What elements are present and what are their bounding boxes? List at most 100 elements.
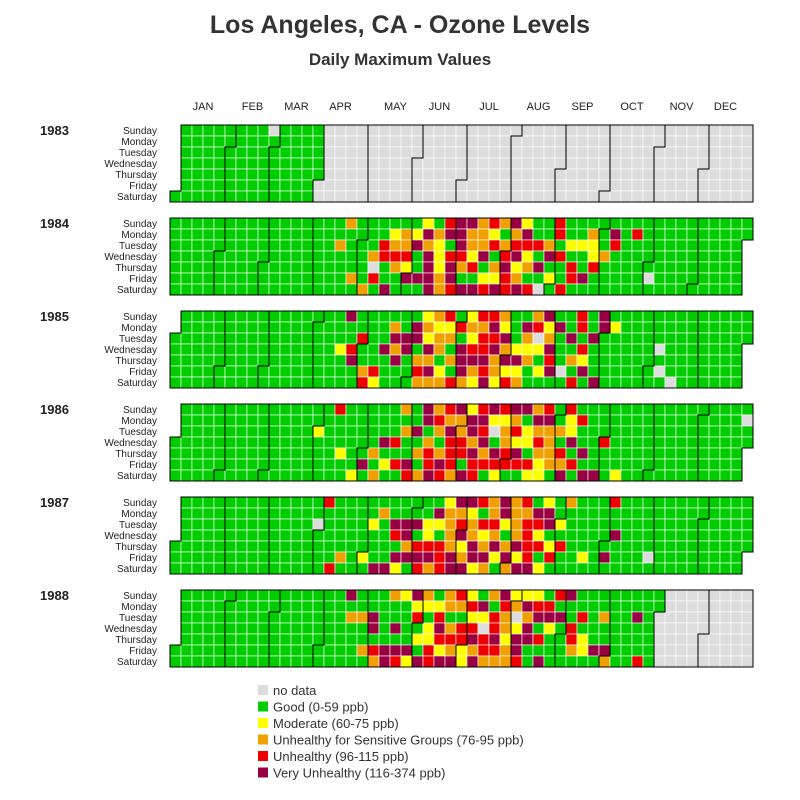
weekday-label: Tuesday: [119, 148, 157, 159]
day-cell: [246, 250, 259, 263]
day-cell: [609, 250, 622, 263]
day-cell: [620, 562, 633, 575]
day-cell: [455, 332, 468, 345]
day-cell: [191, 403, 204, 416]
day-cell: [477, 217, 490, 230]
day-cell: [587, 436, 600, 449]
day-cell: [433, 332, 446, 345]
day-cell: [444, 354, 457, 367]
day-cell: [521, 600, 534, 613]
day-cell: [334, 135, 347, 148]
day-cell: [389, 157, 402, 170]
day-cell: [455, 496, 468, 509]
day-cell: [279, 168, 292, 181]
day-cell: [675, 365, 688, 378]
day-cell: [433, 168, 446, 181]
day-cell: [488, 310, 501, 323]
day-cell: [389, 529, 402, 542]
day-cell: [279, 157, 292, 170]
day-cell: [488, 611, 501, 624]
day-cell: [730, 611, 743, 624]
day-cell: [741, 157, 754, 170]
day-cell: [631, 562, 644, 575]
day-cell: [576, 190, 589, 203]
day-cell: [356, 376, 369, 389]
day-cell: [257, 589, 270, 602]
day-cell: [290, 239, 303, 252]
day-cell: [719, 540, 732, 553]
day-cell: [587, 540, 600, 553]
day-cell: [466, 551, 479, 564]
day-cell: [543, 403, 556, 416]
day-cell: [202, 655, 215, 668]
day-cell: [213, 239, 226, 252]
day-cell: [323, 551, 336, 564]
day-cell: [466, 365, 479, 378]
day-cell: [543, 190, 556, 203]
day-cell: [477, 611, 490, 624]
day-cell: [378, 600, 391, 613]
day-cell: [378, 507, 391, 520]
day-cell: [565, 261, 578, 274]
day-cell: [455, 425, 468, 438]
day-cell: [598, 310, 611, 323]
day-cell: [246, 551, 259, 564]
day-cell: [213, 414, 226, 427]
day-cell: [554, 458, 567, 471]
day-cell: [191, 496, 204, 509]
weekday-label: Saturday: [117, 564, 157, 575]
day-cell: [202, 179, 215, 192]
day-cell: [708, 469, 721, 482]
day-cell: [532, 655, 545, 668]
day-cell: [246, 469, 259, 482]
year-block-1984: 1984 SundayMondayTuesdayWednesdayThursday…: [40, 216, 754, 296]
day-cell: [543, 261, 556, 274]
day-cell: [719, 611, 732, 624]
weekday-label: Wednesday: [104, 531, 157, 542]
day-cell: [697, 496, 710, 509]
day-cell: [653, 272, 666, 285]
day-cell: [631, 168, 644, 181]
day-cell: [312, 496, 325, 509]
day-cell: [521, 644, 534, 657]
day-cell: [741, 168, 754, 181]
day-cell: [664, 283, 677, 296]
day-cell: [367, 239, 380, 252]
day-cell: [444, 310, 457, 323]
day-cell: [488, 190, 501, 203]
day-cell: [334, 425, 347, 438]
day-cell: [224, 529, 237, 542]
day-cell: [587, 135, 600, 148]
day-cell: [180, 179, 193, 192]
day-cell: [444, 507, 457, 520]
day-cell: [499, 414, 512, 427]
day-cell: [455, 124, 468, 137]
day-cell: [334, 403, 347, 416]
day-cell: [532, 310, 545, 323]
day-cell: [686, 496, 699, 509]
day-cell: [686, 168, 699, 181]
day-cell: [235, 354, 248, 367]
day-cell: [730, 239, 743, 252]
day-cell: [477, 135, 490, 148]
day-cell: [488, 135, 501, 148]
day-cell: [697, 157, 710, 170]
weekday-label: Monday: [121, 509, 157, 520]
day-cell: [235, 190, 248, 203]
day-cell: [356, 261, 369, 274]
day-cell: [565, 622, 578, 635]
day-cell: [686, 250, 699, 263]
day-cell: [367, 562, 380, 575]
day-cell: [411, 551, 424, 564]
day-cell: [510, 403, 523, 416]
day-cell: [235, 633, 248, 646]
day-cell: [730, 217, 743, 230]
day-cell: [433, 146, 446, 159]
day-cell: [400, 622, 413, 635]
day-cell: [235, 496, 248, 509]
day-cell: [686, 261, 699, 274]
day-cell: [334, 622, 347, 635]
day-cell: [422, 272, 435, 285]
day-cell: [620, 272, 633, 285]
day-cell: [609, 436, 622, 449]
